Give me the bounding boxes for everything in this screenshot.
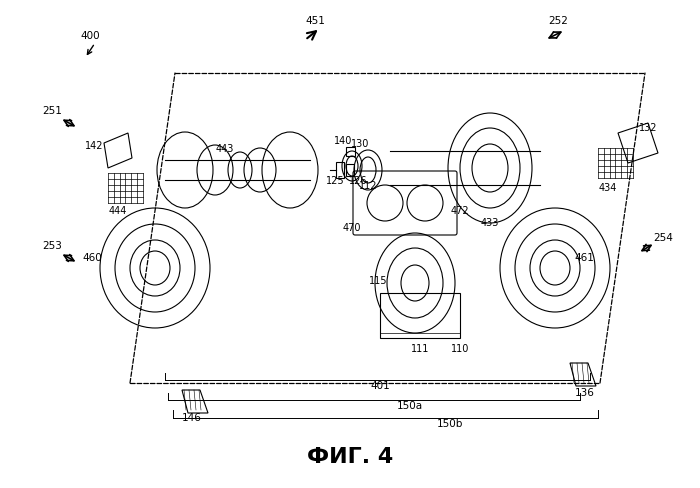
Text: 115: 115: [369, 275, 387, 285]
Text: 443: 443: [216, 143, 234, 154]
Text: 254: 254: [653, 232, 673, 243]
Text: 472: 472: [451, 205, 469, 216]
Bar: [336, 163, 344, 179]
Text: 444: 444: [108, 205, 127, 216]
Text: 434: 434: [598, 183, 617, 193]
Text: 136: 136: [575, 387, 595, 397]
Text: 401: 401: [370, 380, 390, 390]
Text: 461: 461: [574, 252, 594, 263]
Text: 132: 132: [638, 123, 657, 133]
Bar: [346, 148, 355, 157]
Text: 142: 142: [85, 141, 103, 151]
Text: 130: 130: [351, 139, 369, 149]
Text: 146: 146: [182, 412, 202, 422]
Text: ФИГ. 4: ФИГ. 4: [307, 446, 393, 466]
Text: 251: 251: [42, 106, 62, 116]
Bar: [380, 293, 460, 338]
Text: 126: 126: [349, 176, 368, 185]
Text: 470: 470: [343, 223, 361, 232]
Text: 110: 110: [451, 343, 469, 353]
Text: 451: 451: [305, 16, 325, 26]
Text: 400: 400: [80, 31, 100, 41]
Text: 252: 252: [548, 16, 568, 26]
Text: 460: 460: [82, 252, 102, 263]
Text: 150b: 150b: [437, 418, 463, 428]
Text: 112: 112: [359, 181, 377, 191]
Bar: [346, 164, 354, 177]
Text: 433: 433: [481, 218, 499, 227]
Text: 150a: 150a: [397, 400, 423, 410]
Text: 253: 253: [42, 241, 62, 250]
Text: 140: 140: [334, 136, 352, 146]
Text: 111: 111: [411, 343, 429, 353]
Text: 125: 125: [326, 176, 344, 185]
